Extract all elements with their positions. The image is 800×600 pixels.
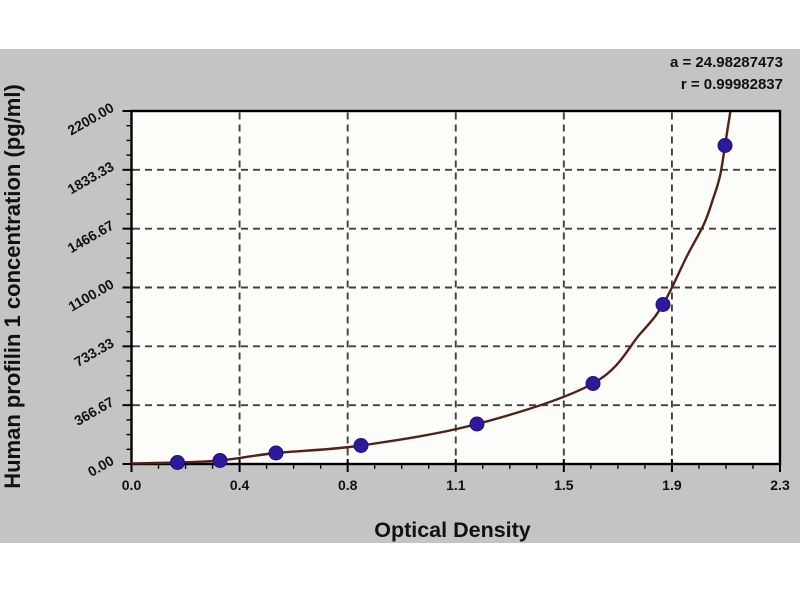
svg-text:1.5: 1.5 (554, 477, 574, 493)
svg-text:1.1: 1.1 (446, 477, 466, 493)
svg-text:a = 24.98287473: a = 24.98287473 (670, 54, 783, 71)
svg-text:0.0: 0.0 (122, 477, 142, 493)
svg-text:Human profilin 1 concentration: Human profilin 1 concentration (pg/ml) (0, 84, 25, 489)
svg-text:0.8: 0.8 (338, 477, 358, 493)
svg-text:0.4: 0.4 (230, 477, 250, 493)
svg-text:Optical Density: Optical Density (374, 518, 531, 542)
svg-text:1.9: 1.9 (662, 477, 682, 493)
svg-text:2.3: 2.3 (770, 477, 790, 493)
svg-text:r = 0.99982837: r = 0.99982837 (681, 76, 783, 93)
